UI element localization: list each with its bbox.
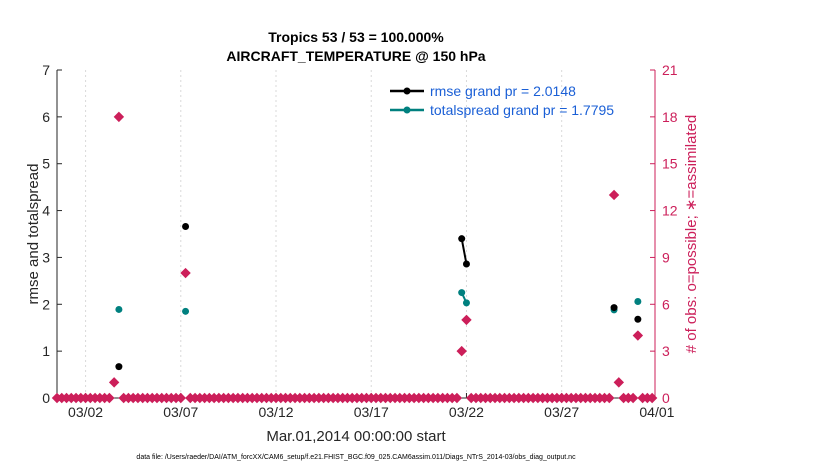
rmse-point — [610, 304, 618, 312]
chart-title-line2: AIRCRAFT_TEMPERATURE @ 150 hPa — [226, 48, 485, 64]
y-right-tick-label: 12 — [662, 203, 678, 219]
y-left-tick-label: 3 — [42, 249, 50, 265]
plot-area — [56, 70, 656, 399]
obs-zero-point — [451, 392, 463, 404]
plot-background — [57, 70, 655, 398]
rmse-point — [458, 235, 466, 243]
y-axis-right-label: # of obs: o=possible; ∗=assimilated — [683, 115, 700, 354]
obs-assimilated-point — [180, 267, 191, 279]
y-right-tick-label: 18 — [662, 109, 678, 125]
obs-assimilated-point — [632, 330, 644, 341]
y-right-tick-label: 6 — [662, 296, 670, 312]
x-axis-label: Mar.01,2014 00:00:00 start — [266, 428, 446, 445]
y-left-tick-label: 4 — [42, 203, 50, 219]
obs-assimilated-point — [113, 111, 125, 123]
rmse-point — [182, 223, 190, 231]
x-axis-ticks: 03/02 03/07 03/12 03/17 03/22 03/27 04/01 — [68, 393, 675, 420]
y-right-tick-label: 9 — [662, 249, 670, 265]
obs-assimilated-point — [608, 189, 620, 201]
legend: rmse grand pr = 2.0148 totalspread grand… — [390, 83, 614, 118]
obs-assimilated-point — [108, 377, 120, 388]
y-left-tick-label: 7 — [42, 62, 50, 78]
x-tick-label: 04/01 — [639, 404, 674, 420]
obs-assimilated-point — [461, 314, 472, 326]
rmse-point — [462, 260, 470, 268]
y-axis-left-ticks: 0 1 2 3 4 5 6 7 — [42, 62, 62, 406]
totalspread-point — [634, 297, 642, 305]
x-tick-label: 03/12 — [258, 404, 293, 420]
rmse-point — [634, 315, 642, 323]
y-left-tick-label: 2 — [42, 296, 50, 312]
legend-totalspread-label: totalspread grand pr = 1.7795 — [430, 102, 614, 118]
y-right-tick-label: 21 — [662, 62, 678, 78]
legend-rmse-marker — [403, 87, 411, 95]
y-axis-right-ticks: 0 3 6 9 12 15 18 21 — [650, 62, 678, 406]
totalspread-point — [458, 289, 466, 297]
obs-zero-point — [646, 392, 658, 404]
x-tick-label: 03/02 — [68, 404, 103, 420]
y-left-tick-label: 0 — [42, 390, 50, 406]
obs-zero-point — [627, 392, 639, 404]
y-left-tick-label: 6 — [42, 109, 50, 125]
y-axis-left-label: rmse and totalspread — [25, 164, 42, 305]
y-right-tick-label: 0 — [662, 390, 670, 406]
x-tick-label: 03/17 — [354, 404, 389, 420]
legend-totalspread-marker — [403, 106, 411, 114]
obs-zero-point — [104, 392, 115, 404]
rmse-point — [115, 363, 123, 371]
x-tick-label: 03/27 — [544, 404, 579, 420]
rmse-line-segment — [460, 238, 468, 265]
obs-zero-point — [604, 392, 615, 404]
y-right-tick-label: 3 — [662, 343, 670, 359]
x-tick-label: 03/22 — [449, 404, 484, 420]
totalspread-point — [115, 305, 123, 313]
legend-rmse-label: rmse grand pr = 2.0148 — [430, 83, 576, 99]
totalspread-point — [182, 307, 190, 315]
obs-assimilated-point — [613, 377, 625, 388]
data-file-footnote: data file: /Users/raeder/DAI/ATM_forcXX/… — [136, 454, 576, 461]
chart-title-line1: Tropics 53 / 53 = 100.000% — [268, 29, 444, 45]
y-left-tick-label: 5 — [42, 156, 50, 172]
y-left-tick-label: 1 — [42, 343, 50, 359]
obs-zero-point — [175, 392, 186, 404]
data-marks — [51, 111, 658, 404]
totalspread-point — [462, 299, 470, 307]
obs-assimilated-point — [456, 345, 467, 357]
y-right-tick-label: 15 — [662, 156, 678, 172]
x-tick-label: 03/07 — [163, 404, 198, 420]
